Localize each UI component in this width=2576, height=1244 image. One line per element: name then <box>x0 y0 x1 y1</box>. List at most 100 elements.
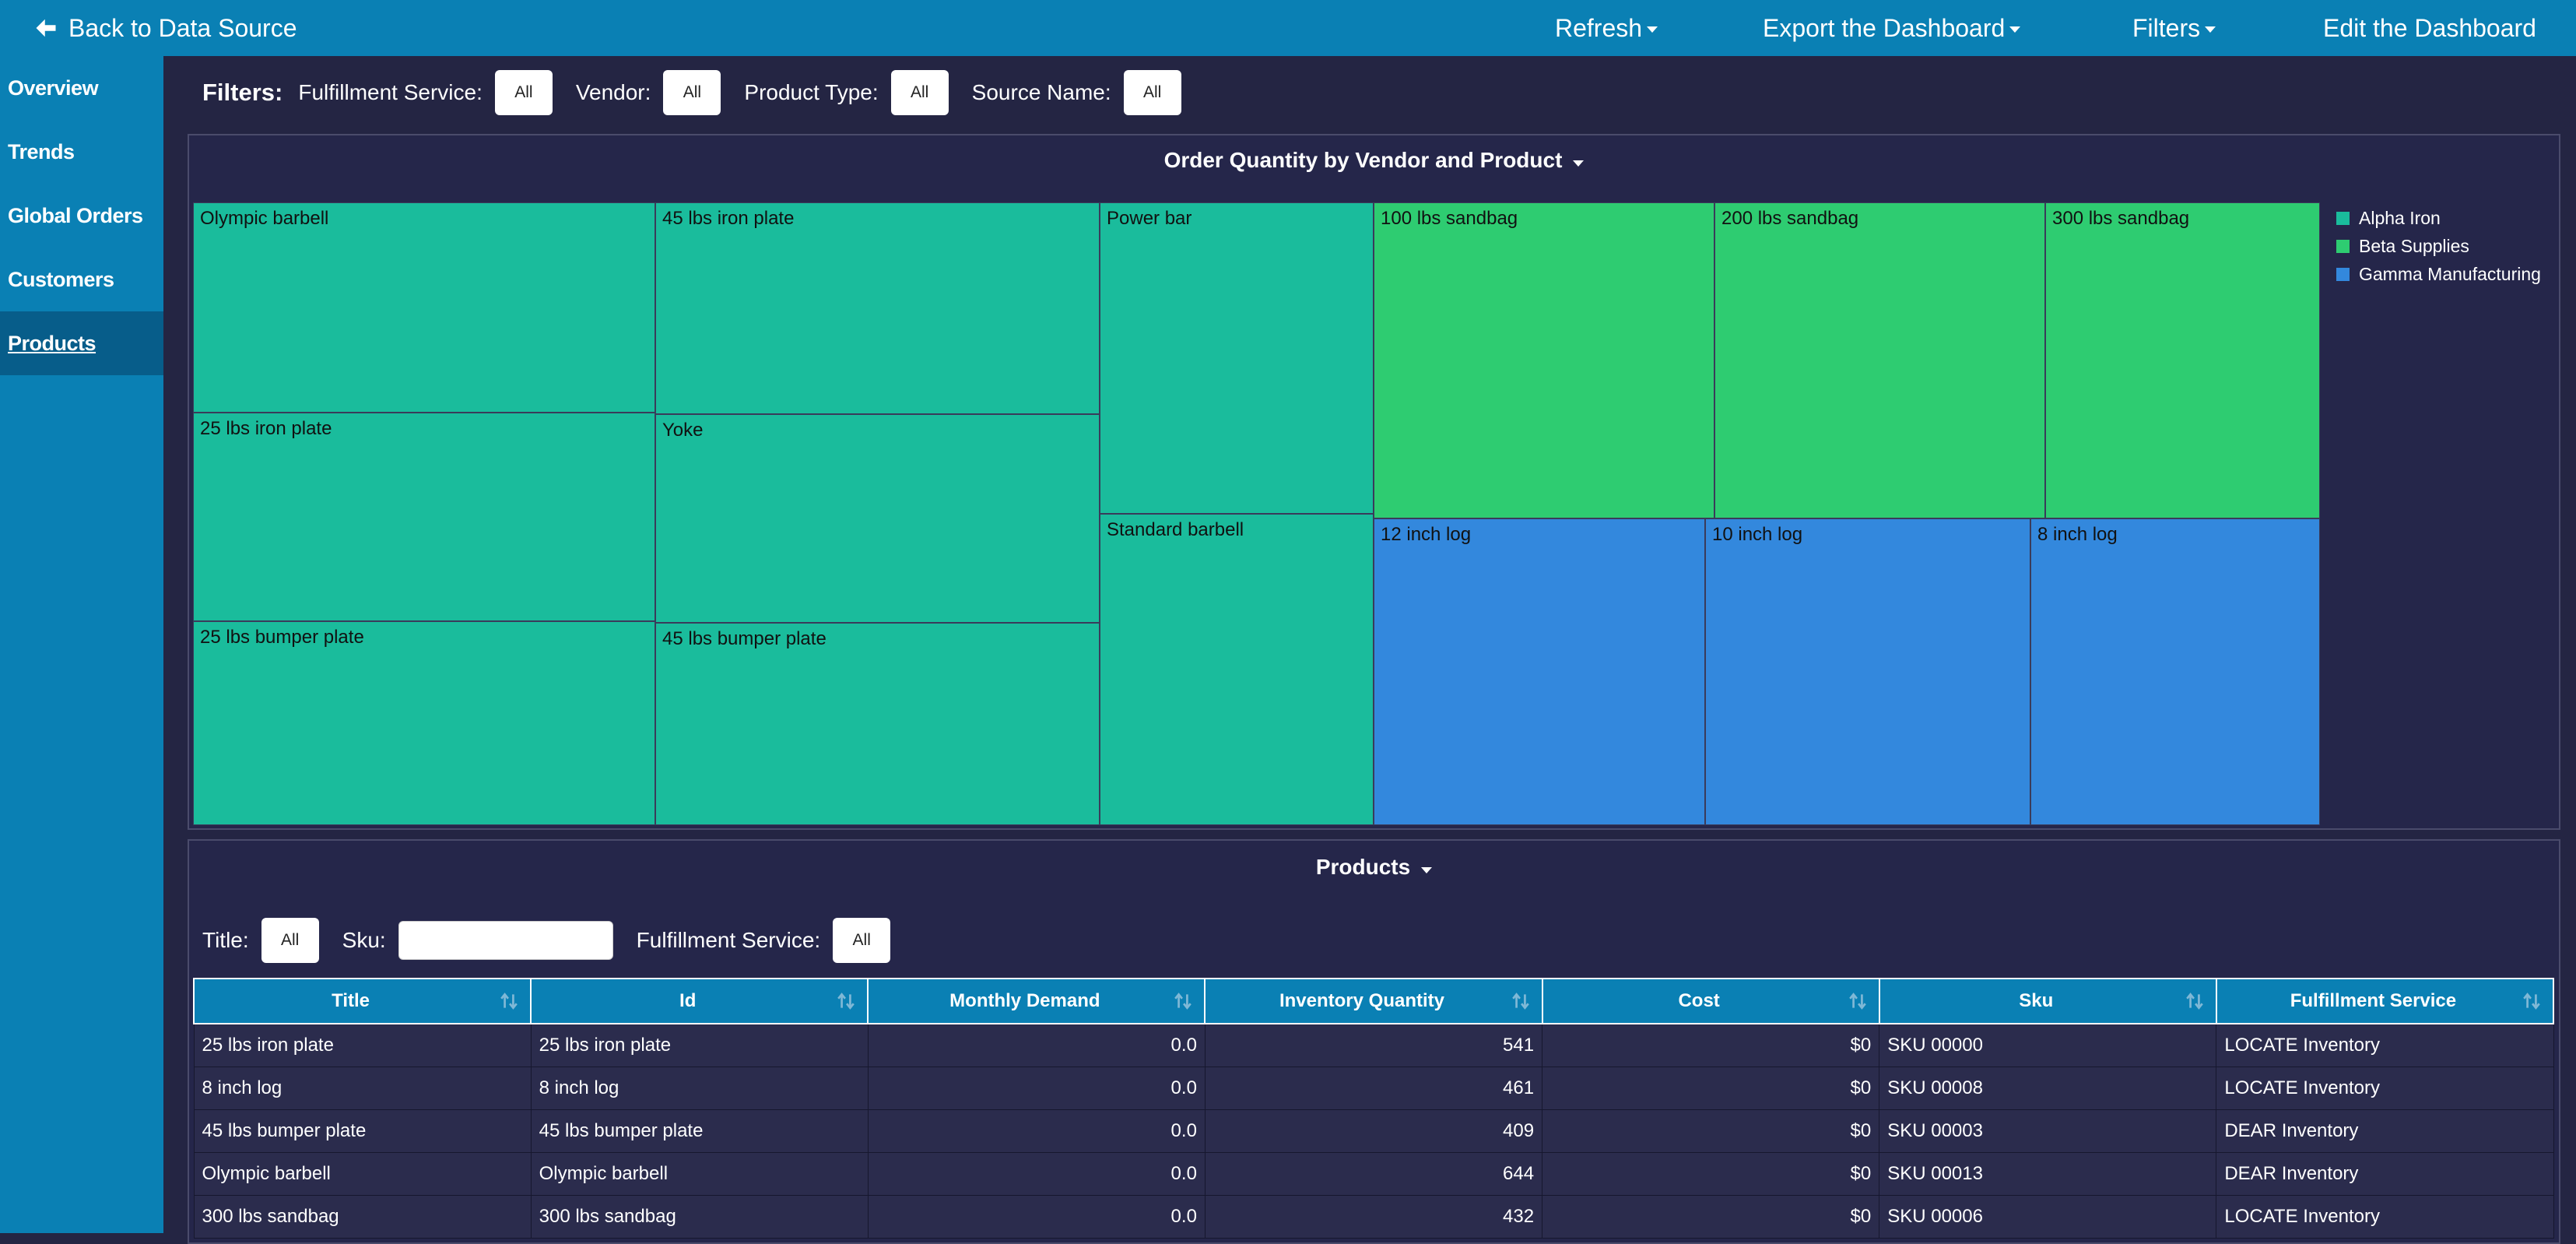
table-cell: 409 <box>1204 1109 1543 1153</box>
table-row[interactable]: Olympic barbell Olympic barbell 0.0 644 $0 SK… <box>193 1152 2554 1196</box>
export-label: Export the Dashboard <box>1763 13 2006 42</box>
legend-item[interactable]: Gamma Manufacturing <box>2336 260 2541 288</box>
legend-swatch <box>2336 267 2350 281</box>
table-cell: LOCATE Inventory <box>2216 1023 2554 1067</box>
fulfillment-filter[interactable]: All <box>833 918 891 963</box>
treemap-tile[interactable]: 45 lbs bumper plate <box>655 623 1100 825</box>
sort-icon[interactable] <box>2522 991 2542 1011</box>
legend-label: Beta Supplies <box>2359 235 2469 256</box>
table-cell: 432 <box>1204 1195 1543 1239</box>
table-row[interactable]: 300 lbs sandbag 300 lbs sandbag 0.0 432 $0 SK… <box>193 1195 2554 1239</box>
column-header-label: Id <box>679 990 697 1011</box>
title-filter-label: Title: <box>202 928 249 952</box>
sort-icon[interactable] <box>1848 991 1868 1011</box>
sidebar-item-label: Overview <box>8 76 99 100</box>
column-header-fulfillment-service[interactable]: Fulfillment Service <box>2215 978 2555 1024</box>
treemap-tile[interactable]: Standard barbell <box>1100 514 1374 825</box>
table-cell: 0.0 <box>867 1109 1206 1153</box>
treemap-tile[interactable]: 25 lbs iron plate <box>193 413 655 621</box>
treemap-tile[interactable]: 300 lbs sandbag <box>2045 202 2320 518</box>
sort-icon[interactable] <box>2185 991 2205 1011</box>
treemap-chart: Olympic barbell 25 lbs iron plate 25 lbs b… <box>193 202 2320 825</box>
treemap-title-dropdown[interactable]: Order Quantity by Vendor and Product <box>189 148 2559 173</box>
products-table: Title Id Monthly Demand Inventory Quanti… <box>192 978 2555 1239</box>
legend-item[interactable]: Beta Supplies <box>2336 232 2541 260</box>
table-cell: 45 lbs bumper plate <box>530 1109 869 1153</box>
fulfillment-service-label: Fulfillment Service: <box>298 80 483 104</box>
sidebar-item-products[interactable]: Products <box>0 311 163 375</box>
table-cell: SKU 00003 <box>1879 1109 2217 1153</box>
table-cell: SKU 00008 <box>1879 1067 2217 1110</box>
table-cell: Olympic barbell <box>530 1152 869 1196</box>
legend-item[interactable]: Alpha Iron <box>2336 204 2541 232</box>
column-header-id[interactable]: Id <box>530 978 869 1024</box>
filters-menu[interactable]: Filters <box>2132 8 2216 48</box>
sku-input[interactable] <box>398 921 613 960</box>
treemap-tile[interactable]: Olympic barbell <box>193 202 655 413</box>
chart-legend: Alpha Iron Beta Supplies Gamma Manufacturi… <box>2336 204 2541 288</box>
fulfillment-service-filter[interactable]: All <box>494 70 553 115</box>
product-type-filter[interactable]: All <box>890 70 949 115</box>
source-name-label: Source Name: <box>971 80 1111 104</box>
table-cell: 300 lbs sandbag <box>530 1195 869 1239</box>
treemap-tile[interactable]: 25 lbs bumper plate <box>193 621 655 825</box>
sidebar-item-trends[interactable]: Trends <box>0 120 163 184</box>
products-title-dropdown[interactable]: Products <box>189 855 2559 880</box>
treemap-tile[interactable]: 45 lbs iron plate <box>655 202 1100 414</box>
sidebar-item-label: Products <box>8 331 97 355</box>
sort-icon[interactable] <box>1173 991 1193 1011</box>
treemap-tile[interactable]: 8 inch log <box>2030 518 2320 825</box>
chevron-down-icon <box>1421 866 1433 873</box>
fulfillment-filter-label: Fulfillment Service: <box>636 928 821 952</box>
sidebar-item-label: Customers <box>8 267 114 291</box>
treemap-tile[interactable]: 100 lbs sandbag <box>1374 202 1714 518</box>
column-header-monthly-demand[interactable]: Monthly Demand <box>867 978 1206 1024</box>
sort-icon[interactable] <box>499 991 519 1011</box>
column-header-sku[interactable]: Sku <box>1878 978 2217 1024</box>
table-row[interactable]: 8 inch log 8 inch log 0.0 461 $0 SKU 00008 LOC… <box>193 1067 2554 1110</box>
sort-icon[interactable] <box>836 991 856 1011</box>
table-cell: DEAR Inventory <box>2216 1109 2554 1153</box>
treemap-tile[interactable]: 200 lbs sandbag <box>1714 202 2045 518</box>
back-to-data-source-link[interactable]: Back to Data Source <box>34 8 297 48</box>
sidebar: Overview Trends Global Orders Customers … <box>0 56 163 1233</box>
column-header-inventory-quantity[interactable]: Inventory Quantity <box>1204 978 1543 1024</box>
edit-dashboard-link[interactable]: Edit the Dashboard <box>2323 8 2536 48</box>
products-filters: Title: All Sku: Fulfillment Service: All <box>202 915 914 965</box>
treemap-title: Order Quantity by Vendor and Product <box>1163 148 1563 172</box>
vendor-filter[interactable]: All <box>663 70 721 115</box>
table-row[interactable]: 25 lbs iron plate 25 lbs iron plate 0.0 541… <box>193 1023 2554 1067</box>
legend-swatch <box>2336 211 2350 225</box>
table-cell: 0.0 <box>867 1152 1206 1196</box>
refresh-menu[interactable]: Refresh <box>1555 8 1658 48</box>
column-header-cost[interactable]: Cost <box>1541 978 1880 1024</box>
sidebar-item-label: Global Orders <box>8 203 143 227</box>
export-dashboard-menu[interactable]: Export the Dashboard <box>1763 8 2021 48</box>
table-cell: 8 inch log <box>193 1067 532 1110</box>
table-cell: 25 lbs iron plate <box>530 1023 869 1067</box>
sidebar-item-overview[interactable]: Overview <box>0 56 163 120</box>
source-name-filter[interactable]: All <box>1123 70 1181 115</box>
top-nav-bar: Back to Data Source Refresh Export the D… <box>0 0 2576 56</box>
treemap-tile[interactable]: Yoke <box>655 414 1100 623</box>
table-cell: 541 <box>1204 1023 1543 1067</box>
table-row[interactable]: 45 lbs bumper plate 45 lbs bumper plate 0.… <box>193 1109 2554 1153</box>
refresh-label: Refresh <box>1555 13 1643 42</box>
table-cell: DEAR Inventory <box>2216 1152 2554 1196</box>
sidebar-item-global-orders[interactable]: Global Orders <box>0 184 163 248</box>
table-cell: SKU 00013 <box>1879 1152 2217 1196</box>
table-cell: SKU 00000 <box>1879 1023 2217 1067</box>
treemap-tile[interactable]: 10 inch log <box>1705 518 2030 825</box>
table-cell: 461 <box>1204 1067 1543 1110</box>
treemap-tile[interactable]: Power bar <box>1100 202 1374 514</box>
sidebar-item-customers[interactable]: Customers <box>0 248 163 311</box>
sort-icon[interactable] <box>1511 991 1531 1011</box>
table-cell: 45 lbs bumper plate <box>193 1109 532 1153</box>
table-cell: Olympic barbell <box>193 1152 532 1196</box>
chevron-down-icon <box>2009 26 2021 33</box>
column-header-title[interactable]: Title <box>192 978 532 1024</box>
treemap-tile[interactable]: 12 inch log <box>1374 518 1705 825</box>
title-filter[interactable]: All <box>261 918 319 963</box>
legend-label: Alpha Iron <box>2359 207 2441 228</box>
table-cell: $0 <box>1542 1067 1880 1110</box>
